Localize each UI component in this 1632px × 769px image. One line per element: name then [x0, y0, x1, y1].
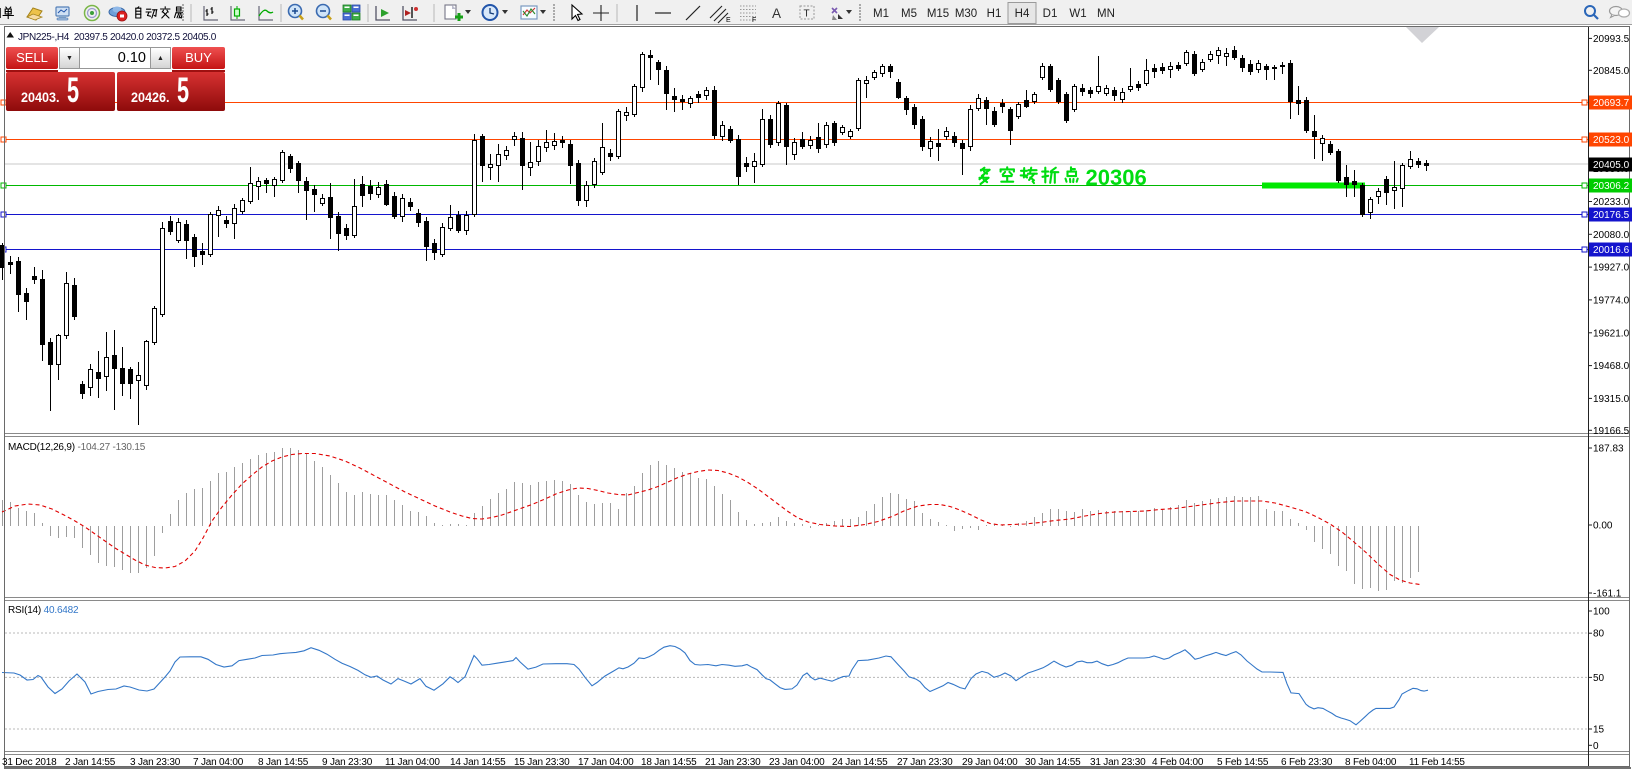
svg-text:20233.0: 20233.0 — [1593, 197, 1630, 208]
svg-text:31 Dec 2018: 31 Dec 2018 — [2, 757, 57, 768]
svg-text:T: T — [804, 9, 810, 20]
svg-text:0: 0 — [1593, 741, 1599, 752]
svg-text:20405.0: 20405.0 — [1593, 160, 1630, 171]
svg-text:23 Jan 04:00: 23 Jan 04:00 — [769, 757, 825, 768]
svg-text:19468.0: 19468.0 — [1593, 361, 1630, 372]
svg-text:20693.7: 20693.7 — [1593, 98, 1630, 109]
svg-text:20080.0: 20080.0 — [1593, 230, 1630, 241]
svg-text:20306: 20306 — [1086, 165, 1147, 190]
svg-text:19166.5: 19166.5 — [1593, 426, 1630, 437]
svg-text:11 Jan 04:00: 11 Jan 04:00 — [385, 757, 440, 768]
svg-text:M15: M15 — [927, 8, 949, 20]
svg-text:187.83: 187.83 — [1593, 444, 1624, 455]
svg-text:9 Jan 23:30: 9 Jan 23:30 — [322, 757, 373, 768]
svg-text:19927.0: 19927.0 — [1593, 263, 1630, 274]
svg-text:E: E — [726, 17, 731, 24]
svg-text:5 Feb 14:55: 5 Feb 14:55 — [1217, 757, 1269, 768]
svg-text:4 Feb 04:00: 4 Feb 04:00 — [1152, 757, 1204, 768]
svg-text:8 Feb 04:00: 8 Feb 04:00 — [1345, 757, 1397, 768]
svg-text:20845.0: 20845.0 — [1593, 66, 1630, 77]
svg-text:H4: H4 — [1015, 8, 1030, 20]
svg-text:15: 15 — [1593, 725, 1605, 736]
svg-text:JPN225-,H4 20397.5 20420.0 20: JPN225-,H4 20397.5 20420.0 20372.5 20405… — [18, 32, 217, 43]
svg-text:6 Feb 23:30: 6 Feb 23:30 — [1281, 757, 1333, 768]
svg-text:17 Jan 04:00: 17 Jan 04:00 — [578, 757, 634, 768]
svg-text:3 Jan 23:30: 3 Jan 23:30 — [130, 757, 181, 768]
svg-text:11 Feb 14:55: 11 Feb 14:55 — [1409, 757, 1465, 768]
svg-text:20306.2: 20306.2 — [1593, 181, 1630, 192]
svg-text:20993.5: 20993.5 — [1593, 34, 1630, 45]
svg-text:14 Jan 14:55: 14 Jan 14:55 — [450, 757, 506, 768]
svg-text:100: 100 — [1593, 607, 1610, 618]
svg-text:19774.0: 19774.0 — [1593, 295, 1630, 306]
svg-text:RSI(14) 40.6482: RSI(14) 40.6482 — [8, 605, 79, 616]
svg-text:F: F — [752, 17, 756, 24]
svg-text:50: 50 — [1593, 673, 1605, 684]
svg-text:M30: M30 — [955, 8, 977, 20]
svg-text:H1: H1 — [987, 8, 1002, 20]
svg-text:80: 80 — [1593, 629, 1605, 640]
svg-text:-161.1: -161.1 — [1593, 589, 1622, 600]
svg-text:24 Jan 14:55: 24 Jan 14:55 — [832, 757, 888, 768]
svg-text:D1: D1 — [1043, 8, 1058, 20]
svg-text:31 Jan 23:30: 31 Jan 23:30 — [1090, 757, 1146, 768]
svg-text:0.00: 0.00 — [1593, 521, 1613, 532]
svg-text:21 Jan 23:30: 21 Jan 23:30 — [705, 757, 761, 768]
svg-text:19315.0: 19315.0 — [1593, 394, 1630, 405]
svg-text:2 Jan 14:55: 2 Jan 14:55 — [65, 757, 116, 768]
svg-text:30 Jan 14:55: 30 Jan 14:55 — [1025, 757, 1081, 768]
svg-text:27 Jan 23:30: 27 Jan 23:30 — [897, 757, 953, 768]
svg-text:20016.6: 20016.6 — [1593, 245, 1630, 256]
svg-text:20523.0: 20523.0 — [1593, 135, 1630, 146]
svg-text:8 Jan 14:55: 8 Jan 14:55 — [258, 757, 309, 768]
svg-text:MN: MN — [1097, 8, 1115, 20]
svg-text:20176.5: 20176.5 — [1593, 210, 1630, 221]
svg-text:7 Jan 04:00: 7 Jan 04:00 — [193, 757, 244, 768]
svg-text:29 Jan 04:00: 29 Jan 04:00 — [962, 757, 1018, 768]
svg-text:18 Jan 14:55: 18 Jan 14:55 — [641, 757, 697, 768]
svg-text:W1: W1 — [1069, 8, 1086, 20]
svg-text:A: A — [772, 6, 781, 21]
svg-text:M5: M5 — [901, 8, 917, 20]
svg-text:19621.0: 19621.0 — [1593, 328, 1630, 339]
svg-text:MACD(12,26,9) -104.27 -130.15: MACD(12,26,9) -104.27 -130.15 — [8, 442, 146, 453]
svg-text:M1: M1 — [873, 8, 889, 20]
svg-text:15 Jan 23:30: 15 Jan 23:30 — [514, 757, 570, 768]
